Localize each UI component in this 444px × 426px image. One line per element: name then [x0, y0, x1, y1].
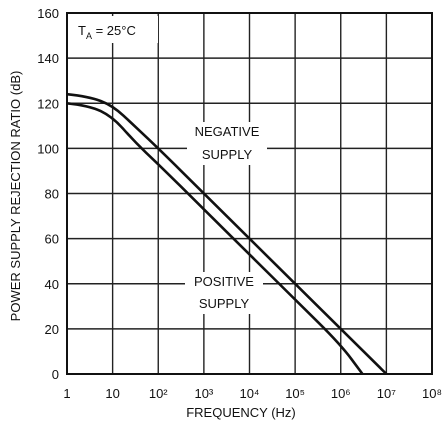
annotation-background — [187, 122, 267, 165]
annotation-label: SUPPLY — [202, 147, 253, 162]
plot-border — [66, 12, 433, 375]
annotation-label: POSITIVE — [194, 274, 254, 289]
y-tick-label: 20 — [45, 322, 59, 337]
x-tick-label: 10⁸ — [422, 386, 442, 401]
annotation-background — [185, 272, 263, 314]
y-tick-label: 100 — [37, 141, 59, 156]
x-tick-label: 1 — [63, 386, 70, 401]
annotation-label: NEGATIVE — [195, 124, 260, 139]
y-tick-label: 140 — [37, 51, 59, 66]
y-tick-label: 40 — [45, 277, 59, 292]
x-tick-label: 10 — [105, 386, 119, 401]
series-line-positive-supply — [66, 102, 364, 375]
annotations: NEGATIVE SUPPLY POSITIVE SUPPLY — [185, 122, 267, 314]
x-tick-label: 10⁵ — [285, 386, 305, 401]
y-tick-label: 120 — [37, 96, 59, 111]
x-tick-label: 10³ — [194, 386, 213, 401]
grid — [66, 12, 433, 375]
x-axis-label: FREQUENCY (Hz) — [186, 405, 296, 420]
annotation-label: SUPPLY — [199, 296, 250, 311]
y-tick-labels: 0 20 40 60 80 100 120 140 160 — [37, 6, 59, 382]
x-tick-labels: 1 10 10² 10³ 10⁴ 10⁵ 10⁶ 10⁷ 10⁸ — [63, 386, 442, 401]
condition-label-box — [72, 16, 158, 43]
y-tick-label: 80 — [45, 187, 59, 202]
condition-label: TA = 25°C — [78, 23, 136, 41]
x-tick-label: 10⁴ — [239, 386, 259, 401]
x-tick-label: 10⁶ — [331, 386, 351, 401]
y-tick-label: 160 — [37, 6, 59, 21]
plot-frame — [66, 12, 433, 375]
series-line-negative-supply — [66, 92, 388, 375]
y-tick-label: 60 — [45, 232, 59, 247]
x-tick-label: 10² — [149, 386, 168, 401]
y-axis-label: POWER SUPPLY REJECTION RATIO (dB) — [8, 71, 23, 322]
series-lines — [66, 92, 388, 375]
y-tick-label: 0 — [52, 367, 59, 382]
x-tick-label: 10⁷ — [377, 386, 396, 401]
